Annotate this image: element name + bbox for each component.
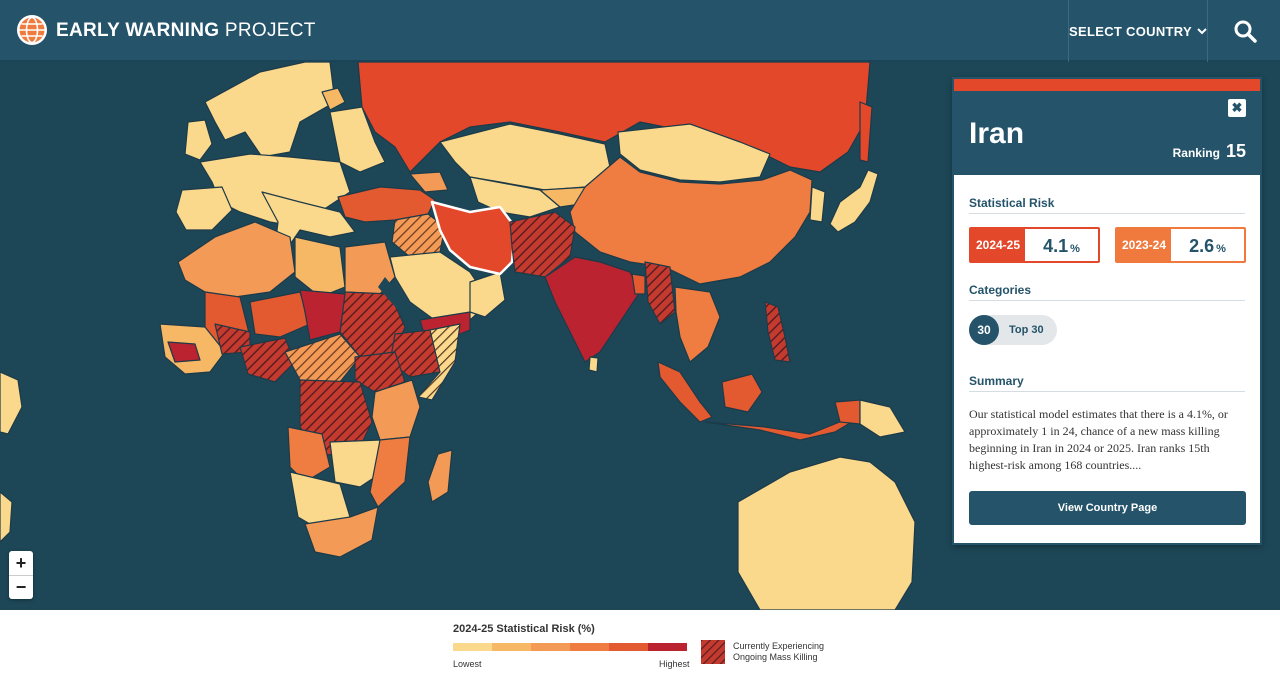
map-region-madagascar[interactable]: [427, 449, 453, 503]
summary-heading: Summary: [969, 374, 1024, 388]
map-region-niger[interactable]: [249, 291, 311, 338]
zoom-control: + −: [9, 551, 33, 599]
ranking-value: 15: [1225, 141, 1246, 161]
category-top30-pill[interactable]: 30 Top 30: [969, 315, 1057, 345]
top-navigation-bar: EARLY WARNING PROJECT SELECT COUNTRY: [0, 0, 1280, 62]
divider: [969, 391, 1245, 392]
risk-previous-unit: %: [1216, 243, 1226, 255]
risk-current-value: 4.1: [1043, 236, 1069, 256]
risk-current-year: 2024-25: [971, 229, 1025, 261]
risk-current-box: 2024-25 4.1%: [969, 227, 1100, 263]
divider: [969, 300, 1245, 301]
risk-current-value-wrap: 4.1%: [1025, 229, 1098, 261]
legend-low-label: Lowest: [453, 659, 482, 669]
map-region-korea[interactable]: [809, 186, 826, 223]
divider: [969, 213, 1245, 214]
map-region-iberia[interactable]: [175, 186, 233, 231]
map-region-papua[interactable]: [834, 399, 861, 425]
search-icon: [1234, 20, 1257, 43]
map-region-belarus-baltics[interactable]: [321, 87, 346, 111]
risk-previous-box: 2023-24 2.6%: [1115, 227, 1246, 263]
risk-color-scale: [453, 643, 687, 651]
risk-current-unit: %: [1070, 243, 1080, 255]
map-region-russia[interactable]: [357, 62, 871, 173]
category-badge: 30: [969, 315, 999, 345]
map-region-southeast-asia[interactable]: [674, 286, 721, 363]
legend-title: 2024-25 Statistical Risk (%): [453, 623, 595, 635]
map-region-south-america-edge[interactable]: [0, 491, 13, 543]
map-region-indonesia-sumatra[interactable]: [657, 361, 713, 423]
scale-swatch-4: [570, 643, 609, 651]
map-region-philippines[interactable]: [764, 301, 791, 363]
map-region-oman[interactable]: [469, 271, 506, 318]
legend-high-label: Highest: [659, 659, 690, 669]
map-region-scandinavia[interactable]: [204, 62, 336, 158]
chevron-down-icon: [1197, 28, 1207, 35]
map-region-west-edge[interactable]: [0, 371, 23, 435]
risk-previous-value: 2.6: [1189, 236, 1215, 256]
map-region-uk[interactable]: [184, 119, 213, 161]
map-region-chad[interactable]: [299, 289, 346, 341]
globe-logo-icon[interactable]: [16, 14, 48, 46]
close-panel-button[interactable]: ✖: [1228, 99, 1246, 117]
map-region-sri-lanka[interactable]: [588, 356, 599, 373]
zoom-out-button[interactable]: −: [9, 575, 33, 599]
map-region-iran[interactable]: [430, 200, 517, 276]
risk-previous-year: 2023-24: [1117, 229, 1171, 261]
brand-bold-text: EARLY WARNING: [56, 20, 220, 41]
brand-light-text: PROJECT: [224, 20, 316, 41]
map-region-caucasus[interactable]: [409, 171, 449, 193]
categories-heading: Categories: [969, 283, 1032, 297]
scale-swatch-6: [648, 643, 687, 651]
map-region-afghanistan-pakistan[interactable]: [509, 211, 576, 278]
risk-previous-value-wrap: 2.6%: [1171, 229, 1244, 261]
map-region-south-africa[interactable]: [304, 506, 379, 558]
map-region-libya[interactable]: [294, 236, 346, 298]
hatch-label-line1: Currently Experiencing: [733, 641, 825, 651]
map-region-borneo[interactable]: [721, 373, 763, 413]
risk-color-strip: [954, 79, 1260, 91]
map-region-mongolia[interactable]: [617, 123, 771, 183]
map-region-morocco-algeria[interactable]: [177, 221, 296, 298]
scale-swatch-1: [453, 643, 492, 651]
map-region-japan[interactable]: [829, 169, 879, 233]
map-region-india[interactable]: [544, 256, 641, 363]
category-text: Top 30: [1009, 324, 1044, 336]
map-region-car-cameroon[interactable]: [284, 333, 361, 383]
select-country-label: SELECT COUNTRY: [1069, 23, 1192, 39]
map-region-png[interactable]: [859, 399, 906, 438]
map-region-red-sea: [378, 277, 420, 324]
map-region-china[interactable]: [569, 156, 813, 285]
scale-swatch-3: [531, 643, 570, 651]
map-region-nigeria[interactable]: [239, 337, 296, 383]
country-name: Iran: [969, 117, 1025, 150]
map-region-ukraine[interactable]: [329, 106, 386, 173]
map-region-mozambique[interactable]: [369, 436, 411, 508]
map-legend: 2024-25 Statistical Risk (%) Lowest High…: [453, 623, 853, 673]
statistical-risk-heading: Statistical Risk: [969, 196, 1055, 210]
map-region-guinea[interactable]: [167, 341, 201, 363]
scale-swatch-5: [609, 643, 648, 651]
summary-text: Our statistical model estimates that the…: [969, 407, 1228, 472]
map-region-bangladesh[interactable]: [631, 273, 646, 295]
site-brand[interactable]: EARLY WARNING PROJECT: [56, 20, 316, 42]
map-region-angola[interactable]: [287, 426, 331, 483]
ranking-label: Ranking: [1172, 146, 1220, 160]
hatch-label: Currently Experiencing Ongoing Mass Kill…: [733, 641, 824, 663]
map-region-australia[interactable]: [737, 456, 916, 610]
country-info-panel: ✖ Iran Ranking 15 Statistical Risk 2024-…: [952, 77, 1262, 545]
view-country-page-button[interactable]: View Country Page: [969, 491, 1246, 525]
hatch-label-line2: Ongoing Mass Killing: [733, 652, 818, 662]
map-region-myanmar[interactable]: [644, 261, 676, 325]
map-region-sakhalin[interactable]: [859, 101, 873, 163]
search-button[interactable]: [1220, 14, 1270, 48]
zoom-in-button[interactable]: +: [15, 552, 27, 573]
scale-swatch-2: [492, 643, 531, 651]
map-region-somalia[interactable]: [417, 323, 461, 401]
hatch-swatch: [701, 640, 725, 664]
panel-header: ✖ Iran Ranking 15: [954, 91, 1260, 175]
ranking: Ranking 15: [1173, 141, 1246, 162]
close-icon: ✖: [1231, 100, 1243, 115]
select-country-dropdown[interactable]: SELECT COUNTRY: [1068, 0, 1208, 62]
